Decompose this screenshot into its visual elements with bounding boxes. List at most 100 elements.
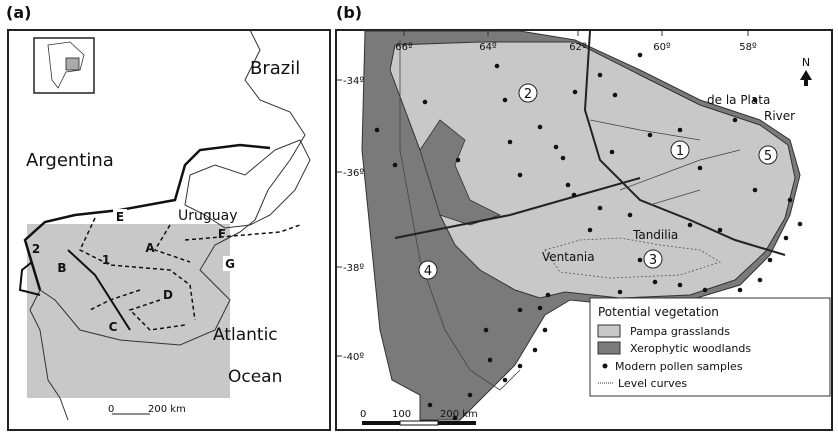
- legend-label: Level curves: [618, 377, 687, 390]
- pollen-sample: [678, 283, 683, 288]
- region-label: G: [225, 257, 235, 271]
- latitude-label: -36º: [343, 168, 364, 179]
- pollen-sample: [503, 378, 508, 383]
- pollen-sample: [703, 288, 708, 293]
- pollen-sample: [566, 183, 571, 188]
- longitude-label: 66º: [395, 42, 413, 53]
- pollen-sample: [503, 98, 508, 103]
- pollen-sample: [598, 206, 603, 211]
- pollen-sample: [758, 278, 763, 283]
- scale-label: 200 km: [440, 409, 478, 420]
- pollen-sample: [375, 128, 380, 133]
- scale-label: 100: [392, 409, 411, 420]
- region-label: A: [145, 241, 155, 255]
- pollen-sample: [718, 228, 723, 233]
- latitude-label: -40º: [343, 352, 364, 363]
- place-label: Ocean: [228, 367, 282, 387]
- place-label: Atlantic: [213, 325, 278, 345]
- zone-label: 1: [676, 144, 684, 159]
- pollen-sample: [518, 364, 523, 369]
- legend-swatch: [598, 342, 620, 354]
- pollen-sample: [784, 236, 789, 241]
- north-arrow: [800, 70, 812, 86]
- pollen-sample: [678, 128, 683, 133]
- region-label: D: [163, 288, 173, 302]
- pollen-sample: [638, 53, 643, 58]
- scale-label: 0: [360, 409, 366, 420]
- pollen-sample: [495, 64, 500, 69]
- pollen-sample: [698, 166, 703, 171]
- region-label: E: [116, 210, 124, 224]
- zone-label: 2: [524, 87, 532, 102]
- legend-label: Modern pollen samples: [615, 360, 743, 373]
- pollen-sample: [653, 280, 658, 285]
- pollen-sample: [753, 188, 758, 193]
- study-area: [27, 224, 230, 398]
- inset-map: [34, 38, 94, 93]
- pollen-sample: [788, 198, 793, 203]
- pollen-sample: [618, 290, 623, 295]
- pollen-sample: [393, 163, 398, 168]
- legend-label: Pampa grasslands: [630, 325, 730, 338]
- scale-label: 0: [108, 404, 114, 415]
- legend-dot: [603, 364, 608, 369]
- pollen-sample: [554, 145, 559, 150]
- pollen-sample: [546, 293, 551, 298]
- pollen-sample: [638, 258, 643, 263]
- legend-label: Xerophytic woodlands: [630, 342, 751, 355]
- latitude-label: -34º: [343, 76, 364, 87]
- region-label: 1: [102, 253, 110, 267]
- figure: (a) Brazil Argentina Uruguay Atlantic Oc…: [0, 0, 838, 434]
- region-label: 2: [32, 242, 40, 256]
- pollen-sample: [488, 358, 493, 363]
- longitude-label: 58º: [739, 42, 757, 53]
- zone-label: 3: [649, 253, 657, 268]
- pollen-sample: [610, 150, 615, 155]
- pollen-sample: [588, 228, 593, 233]
- pollen-sample: [561, 156, 566, 161]
- pollen-sample: [628, 213, 633, 218]
- region-label: C: [109, 320, 118, 334]
- pollen-sample: [613, 93, 618, 98]
- scale-label: 200 km: [148, 404, 186, 415]
- panel-label: (a): [6, 3, 31, 22]
- pollen-sample: [798, 222, 803, 227]
- scale-bar: [400, 421, 438, 425]
- pollen-sample: [733, 118, 738, 123]
- place-label: River: [764, 109, 795, 123]
- longitude-label: 60º: [653, 42, 671, 53]
- pollen-sample: [518, 308, 523, 313]
- zone-label: 4: [424, 264, 432, 279]
- legend-swatch: [598, 325, 620, 337]
- pollen-sample: [456, 158, 461, 163]
- pollen-sample: [428, 403, 433, 408]
- pollen-sample: [598, 73, 603, 78]
- panel-label: (b): [336, 3, 362, 22]
- legend-title: Potential vegetation: [598, 305, 719, 319]
- longitude-label: 62º: [569, 42, 587, 53]
- pollen-sample: [484, 328, 489, 333]
- pollen-sample: [423, 100, 428, 105]
- region-label: B: [57, 261, 66, 275]
- pollen-sample: [468, 393, 473, 398]
- place-label: de la Plata: [707, 93, 770, 107]
- scale-bar: [438, 421, 476, 425]
- pollen-sample: [533, 348, 538, 353]
- region-label: F: [218, 227, 226, 241]
- latitude-label: -38º: [343, 263, 364, 274]
- pollen-sample: [538, 306, 543, 311]
- pollen-sample: [543, 328, 548, 333]
- place-label: Uruguay: [178, 208, 238, 224]
- pollen-sample: [572, 193, 577, 198]
- place-label: Brazil: [250, 58, 300, 79]
- longitude-label: 64º: [479, 42, 497, 53]
- pollen-sample: [738, 288, 743, 293]
- pollen-sample: [648, 133, 653, 138]
- pollen-sample: [768, 258, 773, 263]
- zone-label: 5: [764, 149, 772, 164]
- north-label: N: [802, 56, 810, 69]
- place-label: Argentina: [26, 150, 114, 171]
- pollen-sample: [518, 173, 523, 178]
- pollen-sample: [508, 140, 513, 145]
- pollen-sample: [688, 223, 693, 228]
